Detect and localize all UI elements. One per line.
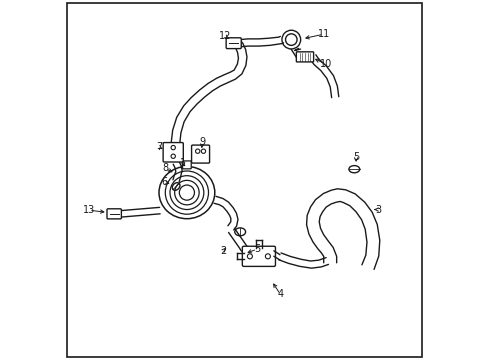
FancyBboxPatch shape xyxy=(242,246,275,266)
FancyBboxPatch shape xyxy=(107,209,121,219)
Text: 6: 6 xyxy=(161,177,167,187)
Text: 13: 13 xyxy=(82,205,95,215)
Text: 7: 7 xyxy=(155,142,162,152)
Text: 5: 5 xyxy=(352,152,359,162)
Text: 12: 12 xyxy=(218,31,230,41)
FancyBboxPatch shape xyxy=(225,38,241,49)
FancyBboxPatch shape xyxy=(296,52,313,62)
Text: 5: 5 xyxy=(253,244,260,254)
Text: 11: 11 xyxy=(317,29,329,39)
Ellipse shape xyxy=(159,166,214,219)
Text: 2: 2 xyxy=(219,246,225,256)
Text: 4: 4 xyxy=(277,289,283,300)
Text: 10: 10 xyxy=(319,59,331,69)
FancyBboxPatch shape xyxy=(163,143,183,162)
FancyBboxPatch shape xyxy=(182,161,191,169)
Text: 1: 1 xyxy=(180,158,186,168)
Text: 9: 9 xyxy=(199,137,205,147)
Text: 3: 3 xyxy=(375,204,381,215)
Text: 8: 8 xyxy=(162,163,168,174)
FancyBboxPatch shape xyxy=(191,145,209,163)
